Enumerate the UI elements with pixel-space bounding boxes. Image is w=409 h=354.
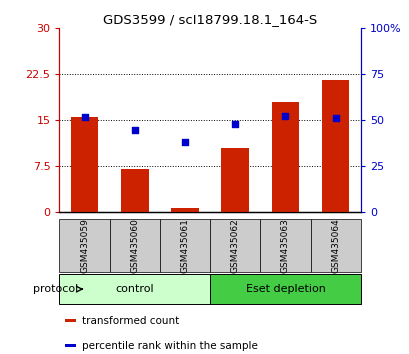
Text: Eset depletion: Eset depletion	[245, 284, 325, 294]
Text: GSM435059: GSM435059	[80, 218, 89, 273]
Bar	[321, 80, 348, 212]
Point	[131, 127, 138, 132]
Text: GSM435063: GSM435063	[280, 218, 289, 273]
Text: GSM435060: GSM435060	[130, 218, 139, 273]
Bar	[310, 219, 360, 272]
Text: GSM435064: GSM435064	[330, 218, 339, 273]
Point	[181, 139, 188, 145]
Bar	[271, 102, 299, 212]
Bar	[121, 170, 148, 212]
Bar	[110, 219, 160, 272]
Point	[332, 115, 338, 120]
Bar	[59, 274, 210, 304]
Text: GSM435061: GSM435061	[180, 218, 189, 273]
Bar	[65, 319, 76, 322]
Bar	[171, 208, 198, 212]
Bar	[210, 274, 360, 304]
Text: percentile rank within the sample: percentile rank within the sample	[82, 341, 258, 351]
Title: GDS3599 / scI18799.18.1_164-S: GDS3599 / scI18799.18.1_164-S	[103, 13, 317, 26]
Bar	[160, 219, 210, 272]
Text: control: control	[115, 284, 154, 294]
Point	[81, 114, 88, 120]
Text: GSM435062: GSM435062	[230, 218, 239, 273]
Text: transformed count: transformed count	[82, 316, 179, 326]
Bar	[210, 219, 260, 272]
Point	[231, 121, 238, 127]
Point	[281, 113, 288, 119]
Bar	[65, 344, 76, 347]
Bar	[71, 117, 98, 212]
Bar	[221, 148, 248, 212]
Text: protocol: protocol	[33, 284, 79, 294]
Bar	[59, 219, 110, 272]
Bar	[260, 219, 310, 272]
